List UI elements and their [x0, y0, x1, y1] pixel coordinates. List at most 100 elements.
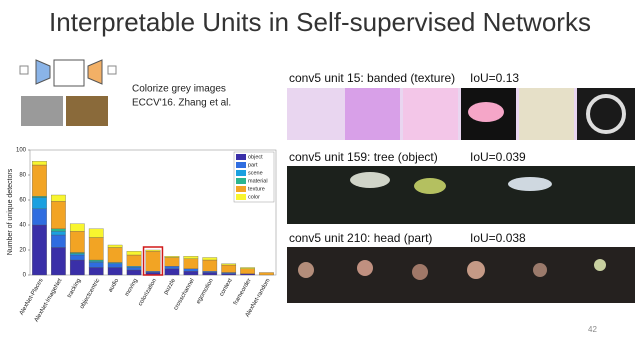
- x-tick-label: context: [219, 278, 234, 298]
- bar-segment: [88, 259, 104, 262]
- bar-segment: [51, 231, 66, 236]
- bar-segment: [32, 197, 47, 209]
- grey-image: [21, 96, 63, 126]
- bar-segment: [202, 272, 218, 276]
- legend-swatch: [236, 162, 246, 168]
- bar-segment: [107, 244, 123, 248]
- bar-segment: [32, 164, 47, 197]
- bar-segment: [202, 259, 218, 272]
- bar-segment: [69, 253, 85, 256]
- highlight-box: [142, 246, 164, 276]
- bar-segment: [221, 273, 237, 276]
- network-diagram: [19, 59, 117, 87]
- bar-segment: [145, 249, 161, 252]
- bar-segment: [221, 272, 237, 274]
- x-tick-label: objectcentric: [79, 278, 101, 310]
- unit-iou: IoU=0.039: [470, 150, 526, 164]
- color-image: [66, 96, 108, 126]
- bar-segment: [88, 237, 104, 261]
- unit-panel: conv5 unit 15: banded (texture) IoU=0.13: [287, 71, 635, 140]
- bar-segment: [183, 256, 199, 259]
- bar-segment: [259, 272, 274, 276]
- bar-segment: [240, 267, 255, 269]
- bar-segment: [32, 224, 47, 276]
- bar-segment: [51, 228, 66, 232]
- page-number: 42: [588, 325, 597, 334]
- bar-segment: [51, 194, 66, 202]
- legend-label: scene: [248, 170, 263, 176]
- bar-segment: [51, 201, 66, 229]
- legend-swatch: [236, 154, 246, 160]
- unit-label: conv5 unit 210: head (part): [289, 231, 432, 245]
- bar-segment: [69, 223, 85, 232]
- legend-label: texture: [248, 186, 265, 192]
- y-tick-label: 80: [19, 173, 26, 179]
- bar-segment: [145, 251, 161, 272]
- bar-segment: [88, 267, 104, 276]
- legend-swatch: [236, 170, 246, 176]
- x-tick-label: audio: [108, 277, 121, 293]
- slide-title: Interpretable Units in Self-supervised N…: [49, 7, 591, 37]
- method-caption: Colorize grey images: [132, 84, 226, 95]
- y-tick-label: 0: [23, 273, 27, 279]
- bar-segment: [202, 271, 218, 273]
- bar-segment: [240, 268, 255, 274]
- bar-segment: [32, 161, 47, 166]
- y-axis-label: Number of unique detectors: [7, 168, 14, 255]
- bar-segment: [107, 263, 123, 268]
- legend-label: material: [248, 178, 268, 184]
- bar-segment: [164, 266, 180, 269]
- bar-segment: [126, 266, 142, 268]
- chart: Number of unique detectors 020406080100A…: [7, 148, 277, 323]
- bar-segment: [107, 247, 123, 263]
- bar-segment: [69, 254, 85, 261]
- legend-label: object: [248, 154, 263, 160]
- bar-segment: [32, 196, 47, 198]
- bar-segment: [88, 228, 104, 238]
- bar-segment: [126, 254, 142, 267]
- bar-segment: [107, 267, 123, 276]
- unit-panel: conv5 unit 159: tree (object) IoU=0.039: [287, 150, 635, 224]
- bar-segment: [51, 247, 66, 276]
- x-tick-label: puzzle: [163, 277, 177, 296]
- x-tick-label: frameorder: [233, 278, 253, 306]
- bar-segment: [69, 231, 85, 253]
- bar-segment: [51, 234, 66, 248]
- y-tick-label: 40: [19, 223, 26, 229]
- legend-swatch: [236, 186, 246, 192]
- legend-swatch: [236, 178, 246, 184]
- y-tick-label: 100: [16, 148, 27, 154]
- method-reference: ECCV'16. Zhang et al.: [132, 98, 231, 109]
- bar-segment: [164, 256, 180, 258]
- legend-box: [233, 151, 275, 203]
- bar-segment: [69, 259, 85, 276]
- bar-segment: [164, 268, 180, 276]
- x-tick-label: colorization: [138, 278, 158, 307]
- bar-segment: [107, 262, 123, 264]
- bar-segment: [126, 267, 142, 271]
- bar-segment: [183, 268, 199, 272]
- bar-segment: [69, 252, 85, 254]
- bar-segment: [183, 271, 199, 276]
- y-tick-label: 60: [19, 198, 26, 204]
- unit-label: conv5 unit 15: banded (texture): [289, 71, 455, 85]
- bar-segment: [221, 263, 237, 266]
- unit-iou: IoU=0.13: [470, 71, 519, 85]
- bar-segment: [126, 269, 142, 276]
- legend-label: color: [248, 194, 260, 200]
- bar-segment: [221, 264, 237, 273]
- unit-panel: conv5 unit 210: head (part) IoU=0.038: [287, 231, 635, 303]
- bar-segment: [145, 271, 161, 273]
- x-tick-label: tracking: [67, 278, 83, 299]
- bar-segment: [240, 273, 255, 276]
- y-tick-label: 20: [19, 248, 26, 254]
- unit-label: conv5 unit 159: tree (object): [289, 150, 438, 164]
- bar-segment: [183, 258, 199, 269]
- x-tick-label: egomotion: [196, 278, 215, 305]
- bar-segment: [32, 208, 47, 226]
- bar-segment: [164, 257, 180, 267]
- bar-segment: [126, 251, 142, 256]
- unit-iou: IoU=0.038: [470, 231, 526, 245]
